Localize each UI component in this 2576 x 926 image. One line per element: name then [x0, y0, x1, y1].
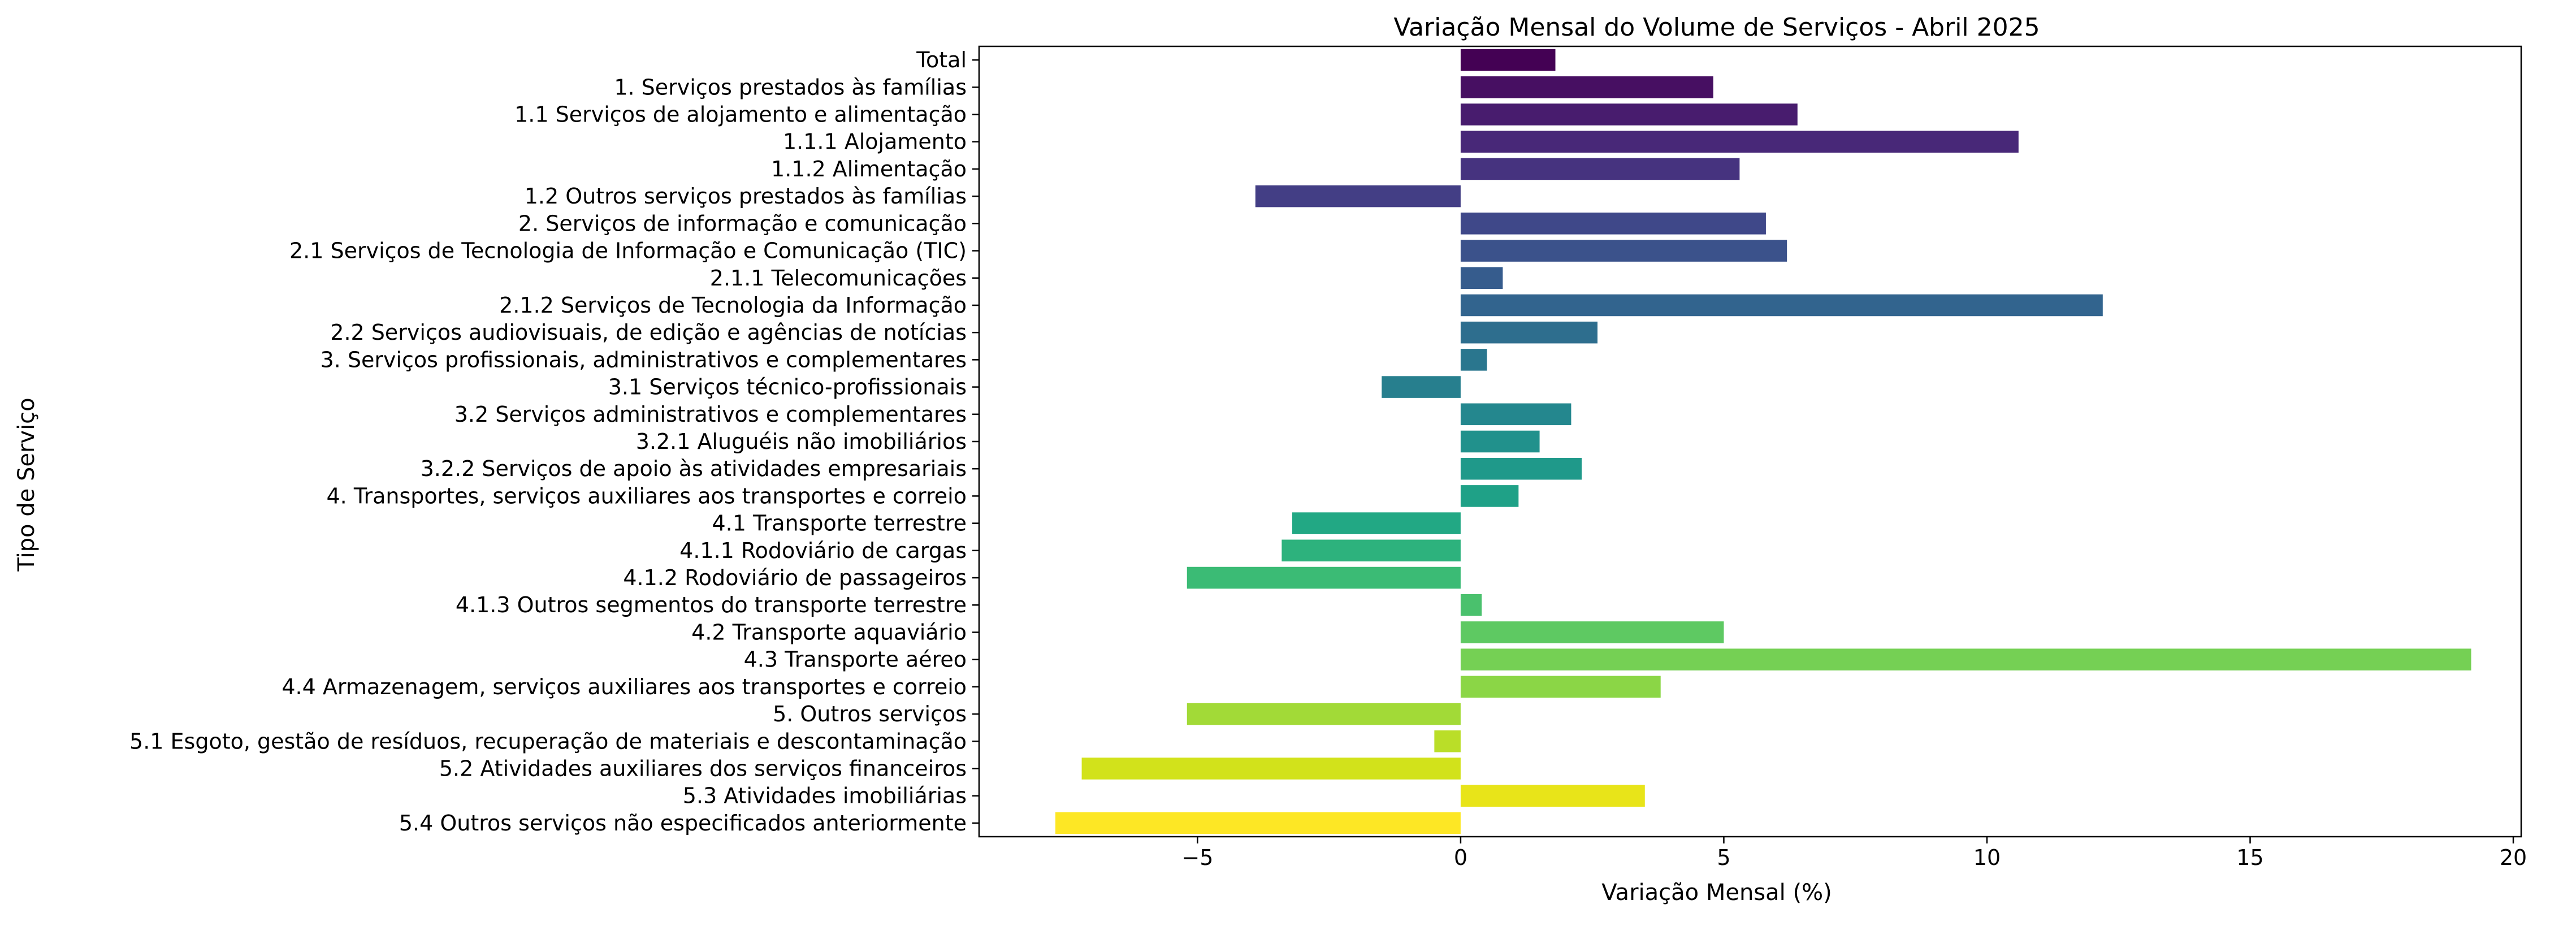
bar-26: [1081, 758, 1461, 780]
bar-5: [1255, 185, 1461, 207]
bar-16: [1460, 485, 1519, 507]
y-tick-label: 5.1 Esgoto, gestão de resíduos, recupera…: [129, 729, 967, 754]
bar-7: [1460, 240, 1787, 262]
bar-14: [1460, 430, 1540, 453]
y-tick-labels: Total 1. Serviços prestados às famílias 1.…: [129, 47, 979, 836]
y-tick-label: 2.2 Serviços audiovisuais, de edição e a…: [330, 320, 967, 345]
bar-21: [1460, 621, 1724, 643]
bar-2: [1460, 103, 1798, 126]
bar-12: [1382, 376, 1461, 398]
y-tick-label: 4.1 Transporte terrestre: [712, 511, 967, 536]
bars-group: [1055, 49, 2471, 834]
bar-24: [1187, 703, 1461, 725]
bar-28: [1055, 812, 1461, 834]
y-tick-label: 3.2.1 Aluguéis não imobiliários: [636, 429, 967, 454]
y-tick-label: 4.3 Transporte aéreo: [744, 647, 967, 672]
y-tick-label: 4.1.2 Rodoviário de passageiros: [623, 565, 967, 590]
chart-title: Variação Mensal do Volume de Serviços - …: [1393, 13, 2040, 42]
y-axis-label: Tipo de Serviço: [14, 397, 40, 572]
y-tick-label: 1.1 Serviços de alojamento e alimentação: [514, 102, 967, 127]
y-tick-label: 1. Serviços prestados às famílias: [614, 75, 967, 99]
bar-10: [1460, 321, 1597, 344]
y-tick-label: 4. Transportes, serviços auxiliares aos …: [327, 483, 967, 508]
bar-25: [1434, 730, 1461, 752]
y-tick-label: 5.3 Atividades imobiliárias: [683, 784, 967, 808]
bar-22: [1460, 648, 2471, 670]
y-tick-label: 2.1.1 Telecomunicações: [710, 266, 967, 291]
x-tick-label: 5: [1717, 845, 1730, 870]
y-tick-label: 5.2 Atividades auxiliares dos serviços f…: [439, 756, 967, 781]
y-tick-label: 4.2 Transporte aquaviário: [691, 620, 967, 644]
y-tick-label: 3.2 Serviços administrativos e complemen…: [454, 402, 967, 427]
x-ticks: −5 0 5 10 15 20: [1181, 837, 2527, 870]
y-tick-label: 4.1.3 Outros segmentos do transporte ter…: [456, 592, 967, 617]
y-tick-label: 2. Serviços de informação e comunicação: [518, 211, 967, 236]
bar-4: [1460, 158, 1740, 180]
y-tick-label: 5. Outros serviços: [773, 702, 967, 726]
y-tick-label: 4.1.1 Rodoviário de cargas: [679, 538, 967, 563]
bar-9: [1460, 294, 2103, 317]
bar-19: [1187, 566, 1461, 589]
y-tick-label: 2.1 Serviços de Tecnologia de Informação…: [289, 239, 967, 263]
y-tick-label: 1.2 Outros serviços prestados às família…: [525, 184, 967, 209]
y-tick-label: 1.1.1 Alojamento: [783, 129, 967, 154]
bar-18: [1281, 539, 1461, 562]
x-tick-label: 0: [1454, 845, 1467, 870]
bar-23: [1460, 676, 1661, 698]
bar-0: [1460, 49, 1556, 71]
y-tick-label: Total: [916, 47, 967, 72]
y-tick-label: 2.1.2 Serviços de Tecnologia da Informaç…: [499, 293, 967, 318]
x-axis-label: Variação Mensal (%): [1601, 880, 1832, 906]
y-tick-label: 3. Serviços profissionais, administrativ…: [320, 347, 967, 372]
bar-17: [1292, 512, 1461, 534]
y-tick-label: 3.2.2 Serviços de apoio às atividades em…: [421, 456, 967, 481]
bar-27: [1460, 785, 1645, 807]
bar-11: [1460, 349, 1487, 371]
x-tick-label: −5: [1181, 845, 1213, 870]
y-tick-label: 4.4 Armazenagem, serviços auxiliares aos…: [282, 674, 967, 699]
x-tick-label: 15: [2236, 845, 2263, 870]
bar-6: [1460, 213, 1766, 235]
bar-20: [1460, 594, 1482, 616]
y-tick-label: 1.1.2 Alimentação: [771, 157, 967, 181]
y-tick-label: 5.4 Outros serviços não especificados an…: [399, 811, 967, 836]
x-tick-label: 10: [1973, 845, 2001, 870]
bar-1: [1460, 76, 1713, 98]
y-tick-label: 3.1 Serviços técnico-profissionais: [608, 375, 967, 400]
x-tick-label: 20: [2500, 845, 2527, 870]
bar-13: [1460, 403, 1571, 426]
bar-8: [1460, 267, 1503, 289]
plot-frame: [978, 45, 2522, 838]
bar-15: [1460, 457, 1582, 480]
bar-3: [1460, 131, 2019, 153]
